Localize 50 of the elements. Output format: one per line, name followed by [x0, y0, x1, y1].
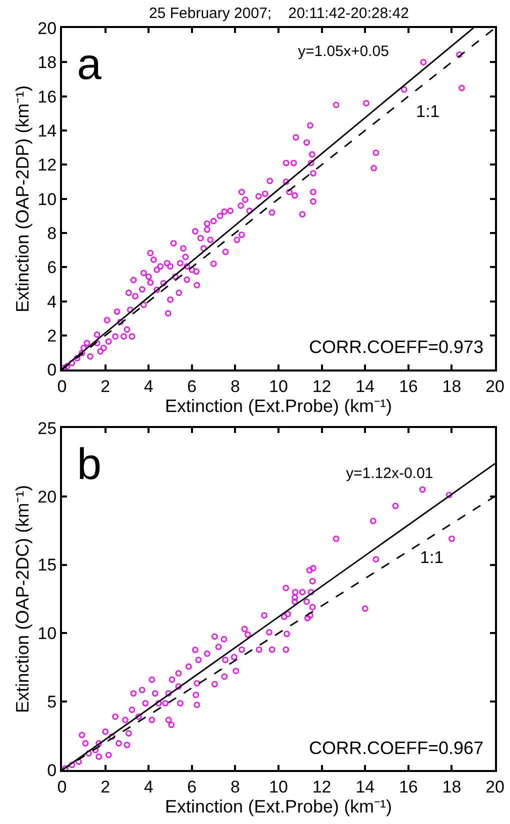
y-tick-label: 20 — [38, 487, 57, 506]
y-tick-label: 16 — [38, 87, 57, 106]
x-tick-label: 18 — [442, 777, 462, 796]
x-tick-label: 14 — [356, 377, 375, 396]
annotation: y=1.05x+0.05 — [298, 43, 389, 60]
annotation: b — [77, 440, 102, 489]
y-tick-label: 0 — [47, 760, 57, 780]
y-axis-title: Extinction (OAP-2DC) (km⁻¹) — [12, 484, 32, 713]
annotation: 1:1 — [420, 548, 444, 567]
x-tick-label: 8 — [230, 377, 240, 396]
y-tick-label: 14 — [38, 121, 57, 140]
y-tick-label: 2 — [47, 326, 57, 346]
x-tick-label: 4 — [144, 377, 154, 396]
y-tick-label: 15 — [38, 556, 57, 575]
y-tick-label: 10 — [38, 624, 57, 644]
y-tick-label: 6 — [47, 258, 57, 278]
y-tick-label: 18 — [38, 53, 57, 72]
x-tick-label: 2 — [100, 777, 110, 796]
y-tick-label: 12 — [38, 156, 57, 175]
x-axis-title: Extinction (Ext.Probe) (km⁻¹) — [164, 796, 392, 816]
x-tick-label: 18 — [442, 377, 462, 396]
x-tick-label: 14 — [356, 777, 375, 796]
x-tick-label: 16 — [398, 777, 418, 796]
x-tick-label: 12 — [312, 777, 332, 796]
y-tick-label: 0 — [47, 360, 57, 380]
y-tick-label: 8 — [47, 224, 57, 243]
annotation: y=1.12x-0.01 — [346, 465, 434, 482]
y-axis-title: Extinction (OAP-2DP) (km⁻¹) — [12, 85, 32, 312]
x-axis-title: Extinction (Ext.Probe) (km⁻¹) — [164, 396, 392, 416]
x-tick-label: 8 — [230, 777, 240, 796]
y-tick-label: 25 — [38, 418, 57, 438]
x-tick-label: 6 — [187, 377, 197, 396]
chart-title: 25 February 2007; 20:11:42-20:28:42 — [149, 5, 409, 22]
y-tick-label: 10 — [38, 190, 57, 209]
x-tick-label: 16 — [398, 377, 418, 396]
annotation: a — [77, 40, 102, 89]
x-tick-label: 10 — [269, 777, 288, 796]
x-tick-label: 10 — [269, 377, 288, 396]
x-tick-label: 20 — [486, 377, 504, 396]
x-tick-label: 12 — [312, 377, 332, 396]
y-tick-label: 20 — [38, 18, 57, 38]
x-tick-label: 2 — [100, 377, 110, 396]
annotation: CORR.COEFF=0.973 — [309, 337, 484, 357]
annotation: 1:1 — [416, 102, 440, 121]
x-tick-label: 20 — [486, 777, 504, 796]
x-tick-label: 4 — [144, 777, 154, 796]
y-tick-label: 4 — [47, 292, 57, 312]
x-tick-label: 6 — [187, 777, 197, 796]
annotation: CORR.COEFF=0.967 — [309, 738, 484, 758]
y-tick-label: 5 — [47, 692, 57, 712]
